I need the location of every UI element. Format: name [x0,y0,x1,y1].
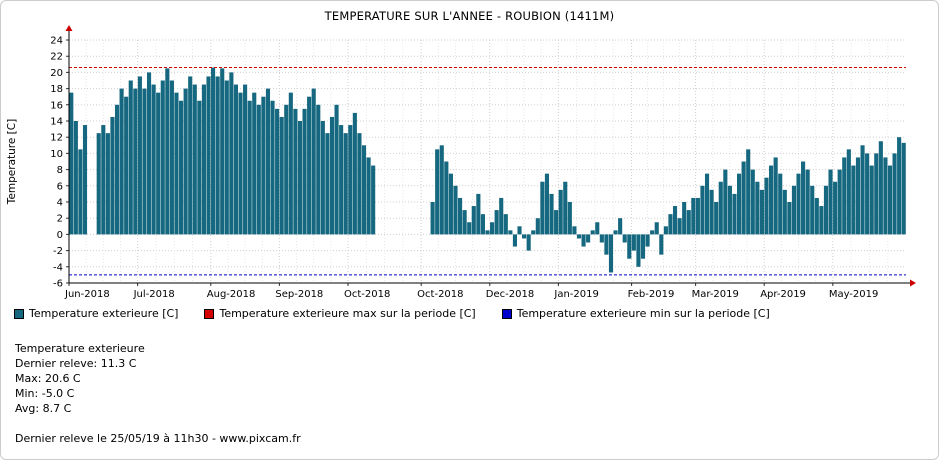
legend-item-max: Temperature exterieure max sur la period… [204,307,476,320]
svg-text:-4: -4 [53,262,63,273]
svg-text:Aug-2018: Aug-2018 [207,289,256,300]
legend-label-temperature: Temperature exterieure [C] [29,307,179,320]
stats-max: Max: 20.6 C [15,372,81,385]
svg-text:Jun-2018: Jun-2018 [64,289,110,300]
svg-text:Jul-2018: Jul-2018 [133,289,175,300]
legend-label-min: Temperature exterieure min sur la period… [516,307,770,320]
svg-text:4: 4 [57,198,63,209]
svg-text:May-2019: May-2019 [829,289,879,300]
svg-text:Sep-2018: Sep-2018 [275,289,323,300]
max-series-swatch [204,308,215,319]
svg-text:-6: -6 [53,279,63,290]
chart-title: TEMPERATURE SUR L'ANNEE - ROUBION (1411M… [324,9,615,23]
stats-block: Temperature exterieure Dernier releve: 1… [15,341,145,416]
legend-item-min: Temperature exterieure min sur la period… [501,307,770,320]
svg-text:Oct-2018: Oct-2018 [417,289,463,300]
legend-item-temperature: Temperature exterieure [C] [14,307,178,320]
svg-text:14: 14 [50,117,63,128]
svg-text:2: 2 [57,214,63,225]
stats-title: Temperature exterieure [15,342,145,355]
stats-avg: Avg: 8.7 C [15,402,72,415]
svg-text:16: 16 [50,100,63,111]
svg-text:Apr-2019: Apr-2019 [760,289,806,300]
svg-text:20: 20 [50,68,63,79]
svg-text:22: 22 [50,52,63,63]
min-series-swatch [501,308,512,319]
svg-text:Jan-2019: Jan-2019 [553,289,598,300]
svg-text:8: 8 [57,165,63,176]
stats-last-reading: Dernier releve: 11.3 C [15,357,137,370]
footer-text: Dernier releve le 25/05/19 à 11h30 - www… [15,432,301,445]
stats-min: Min: -5.0 C [15,387,75,400]
svg-text:12: 12 [50,133,63,144]
svg-text:24: 24 [50,36,63,47]
svg-text:Dec-2018: Dec-2018 [486,289,534,300]
svg-text:10: 10 [50,149,63,160]
svg-text:Mar-2019: Mar-2019 [692,289,739,300]
svg-text:18: 18 [50,84,63,95]
temperature-series-swatch [14,308,24,319]
chart-legend: Temperature exterieure [C] Temperature e… [14,307,770,320]
svg-text:Temperature [C]: Temperature [C] [6,119,18,205]
svg-text:6: 6 [57,181,63,192]
svg-text:Feb-2019: Feb-2019 [628,289,675,300]
svg-text:-2: -2 [53,246,63,257]
svg-text:0: 0 [57,230,63,241]
legend-label-max: Temperature exterieure max sur la period… [219,307,476,320]
svg-text:Oct-2018: Oct-2018 [344,289,390,300]
